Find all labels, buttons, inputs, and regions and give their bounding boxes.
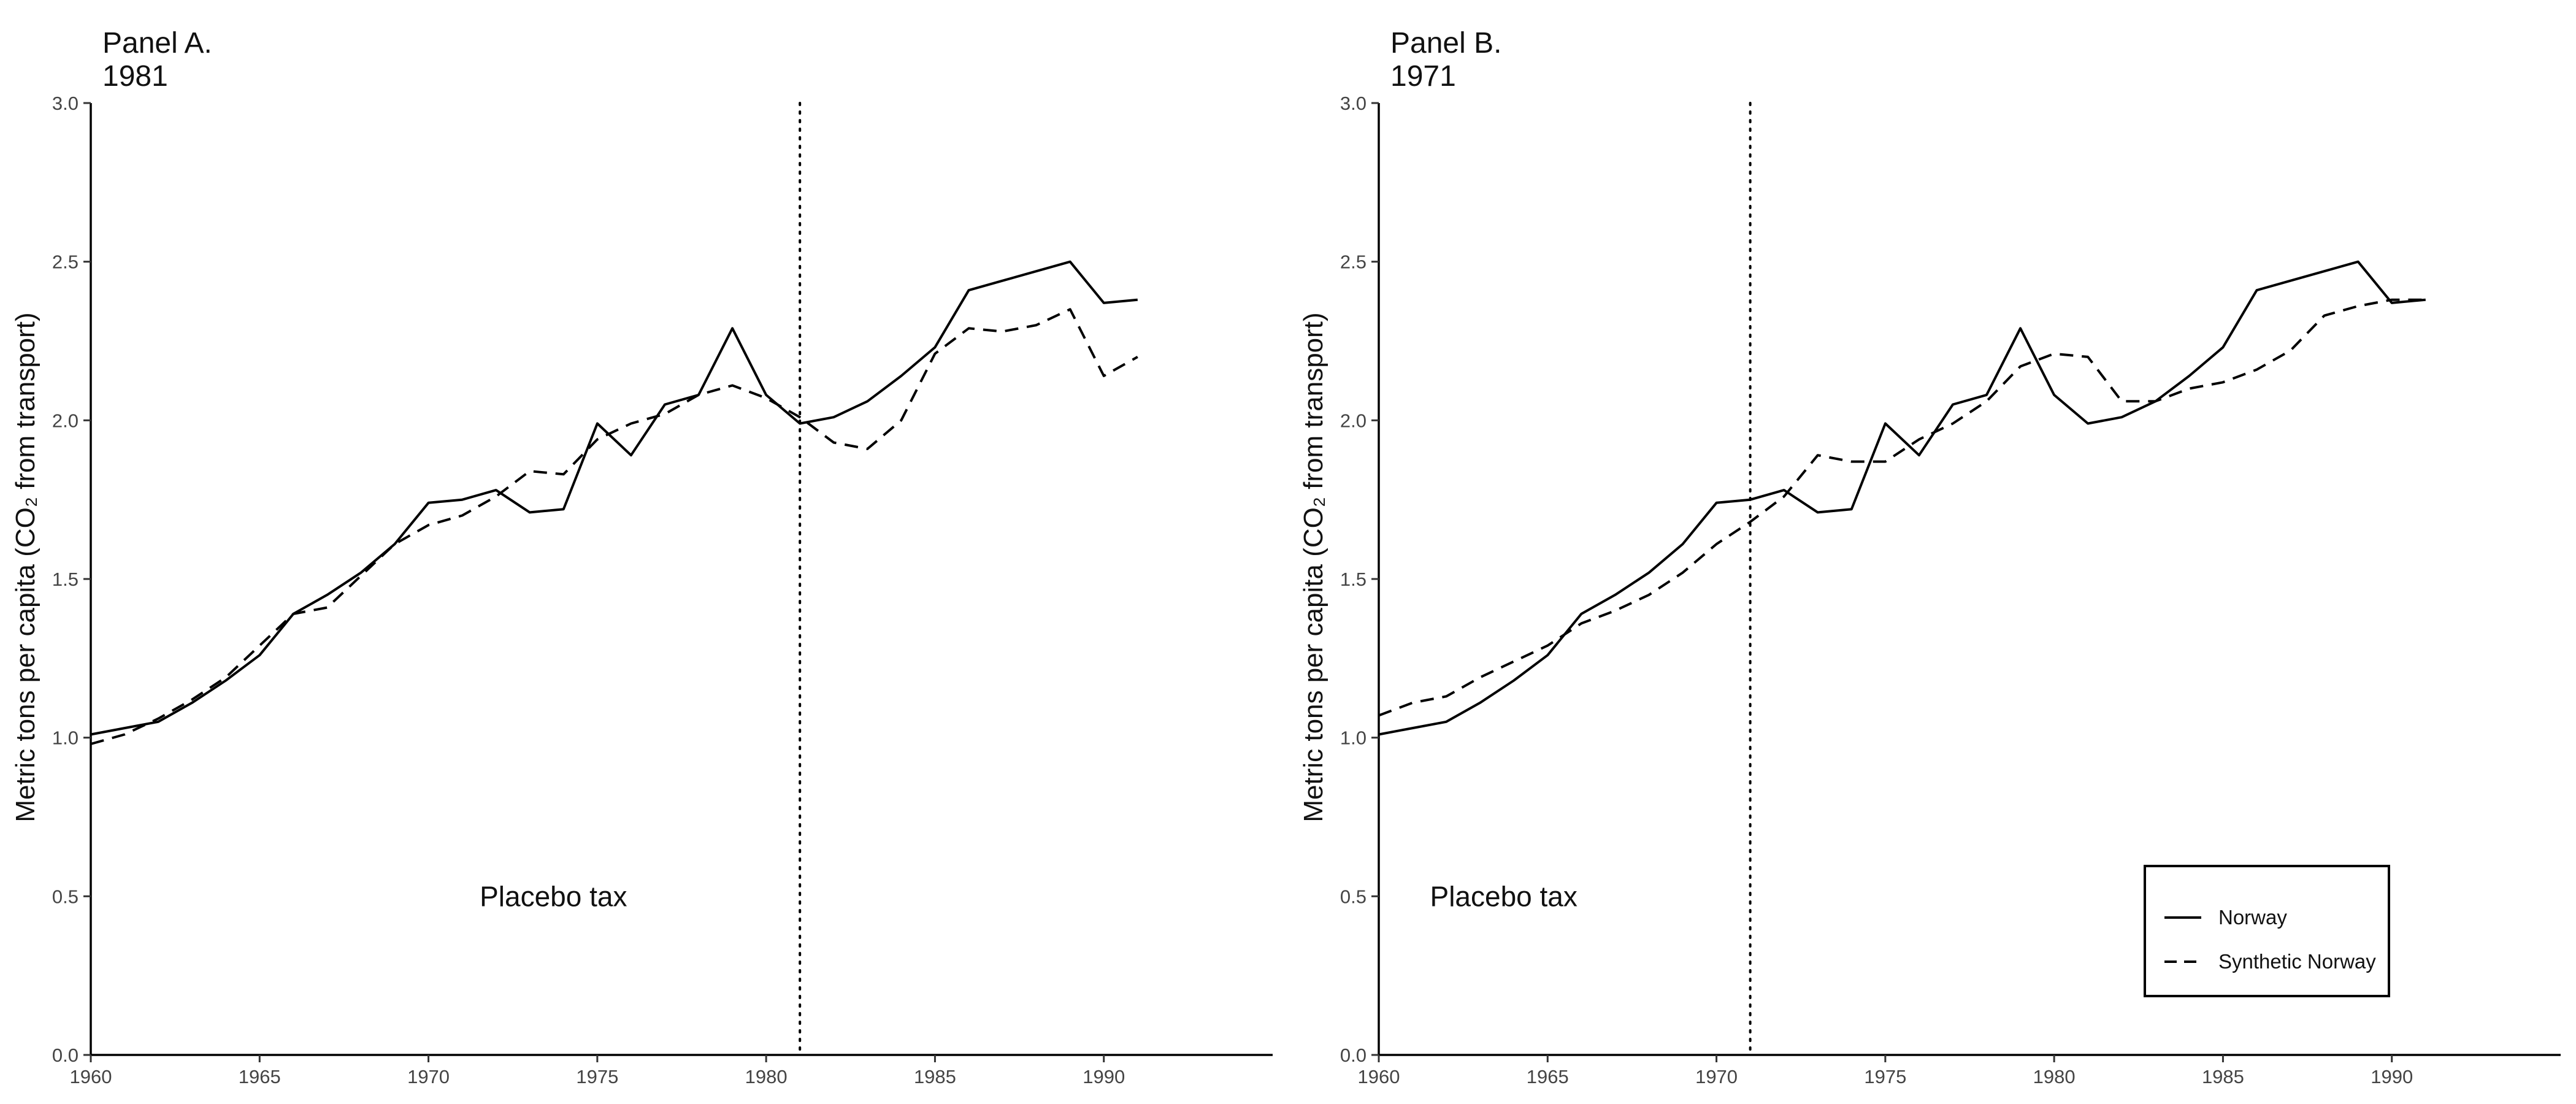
x-tick-label: 1985: [2202, 1066, 2244, 1087]
y-tick-label: 3.0: [52, 93, 79, 114]
y-tick-label: 0.0: [52, 1045, 79, 1066]
y-axis-label: Metric tons per capita (CO₂ from transpo…: [1298, 312, 1328, 822]
x-tick-label: 1985: [914, 1066, 956, 1087]
panel-subtitle: 1971: [1390, 60, 1456, 93]
panel-b: Panel B. 1971 Metric tons per capita (CO…: [1298, 27, 2561, 1087]
panel-title: Panel B.: [1390, 27, 1501, 59]
legend-label: Synthetic Norway: [2218, 950, 2376, 973]
placebo-tax-label: Placebo tax: [480, 880, 627, 912]
x-tick-label: 1975: [576, 1066, 618, 1087]
y-tick-label: 1.5: [1340, 569, 1367, 590]
y-tick-label: 1.0: [1340, 727, 1367, 749]
synthetic-norway-line: [1378, 298, 2426, 717]
legend-box: [2144, 865, 2390, 997]
x-tick-label: 1970: [1695, 1066, 1738, 1087]
x-tick-label: 1960: [1358, 1066, 1400, 1087]
y-tick-label: 0.5: [52, 886, 79, 907]
x-tick-label: 1980: [2033, 1066, 2076, 1087]
x-tick-label: 1990: [1083, 1066, 1125, 1087]
y-tick-label: 0.5: [1340, 886, 1367, 907]
y-tick-label: 0.0: [1340, 1045, 1367, 1066]
y-tick-label: 1.5: [52, 569, 79, 590]
placebo-tax-label: Placebo tax: [1430, 880, 1577, 912]
x-tick-label: 1965: [239, 1066, 281, 1087]
panel-subtitle: 1981: [102, 60, 168, 93]
y-tick-label: 1.0: [52, 727, 79, 749]
x-tick-label: 1965: [1527, 1066, 1569, 1087]
synthetic-norway-line: [90, 308, 1138, 745]
x-tick-label: 1975: [1864, 1066, 1906, 1087]
x-tick-label: 1990: [2371, 1066, 2413, 1087]
y-tick-label: 2.0: [52, 410, 79, 431]
y-axis-label: Metric tons per capita (CO₂ from transpo…: [10, 312, 40, 822]
panel-a: Panel A. 1981 Metric tons per capita (CO…: [10, 27, 1273, 1087]
x-tick-label: 1980: [745, 1066, 788, 1087]
x-tick-label: 1960: [70, 1066, 112, 1087]
y-tick-label: 2.5: [1340, 251, 1367, 273]
panel-title: Panel A.: [102, 27, 212, 59]
norway-line: [1378, 260, 2426, 736]
y-tick-label: 2.5: [52, 251, 79, 273]
y-tick-label: 3.0: [1340, 93, 1367, 114]
y-tick-label: 2.0: [1340, 410, 1367, 431]
legend-label: Norway: [2218, 906, 2287, 929]
norway-line: [90, 260, 1138, 736]
x-tick-label: 1970: [407, 1066, 450, 1087]
